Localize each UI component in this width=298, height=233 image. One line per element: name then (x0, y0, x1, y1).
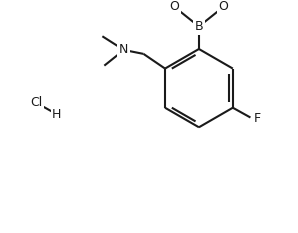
Text: H: H (52, 108, 61, 121)
Text: O: O (170, 0, 179, 14)
Text: N: N (119, 44, 129, 56)
Text: B: B (195, 20, 203, 33)
Text: O: O (218, 0, 228, 14)
Text: F: F (253, 112, 260, 125)
Text: Cl: Cl (31, 96, 43, 109)
